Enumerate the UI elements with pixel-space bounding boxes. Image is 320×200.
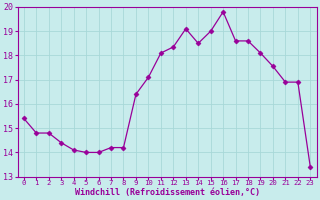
X-axis label: Windchill (Refroidissement éolien,°C): Windchill (Refroidissement éolien,°C)	[75, 188, 260, 197]
